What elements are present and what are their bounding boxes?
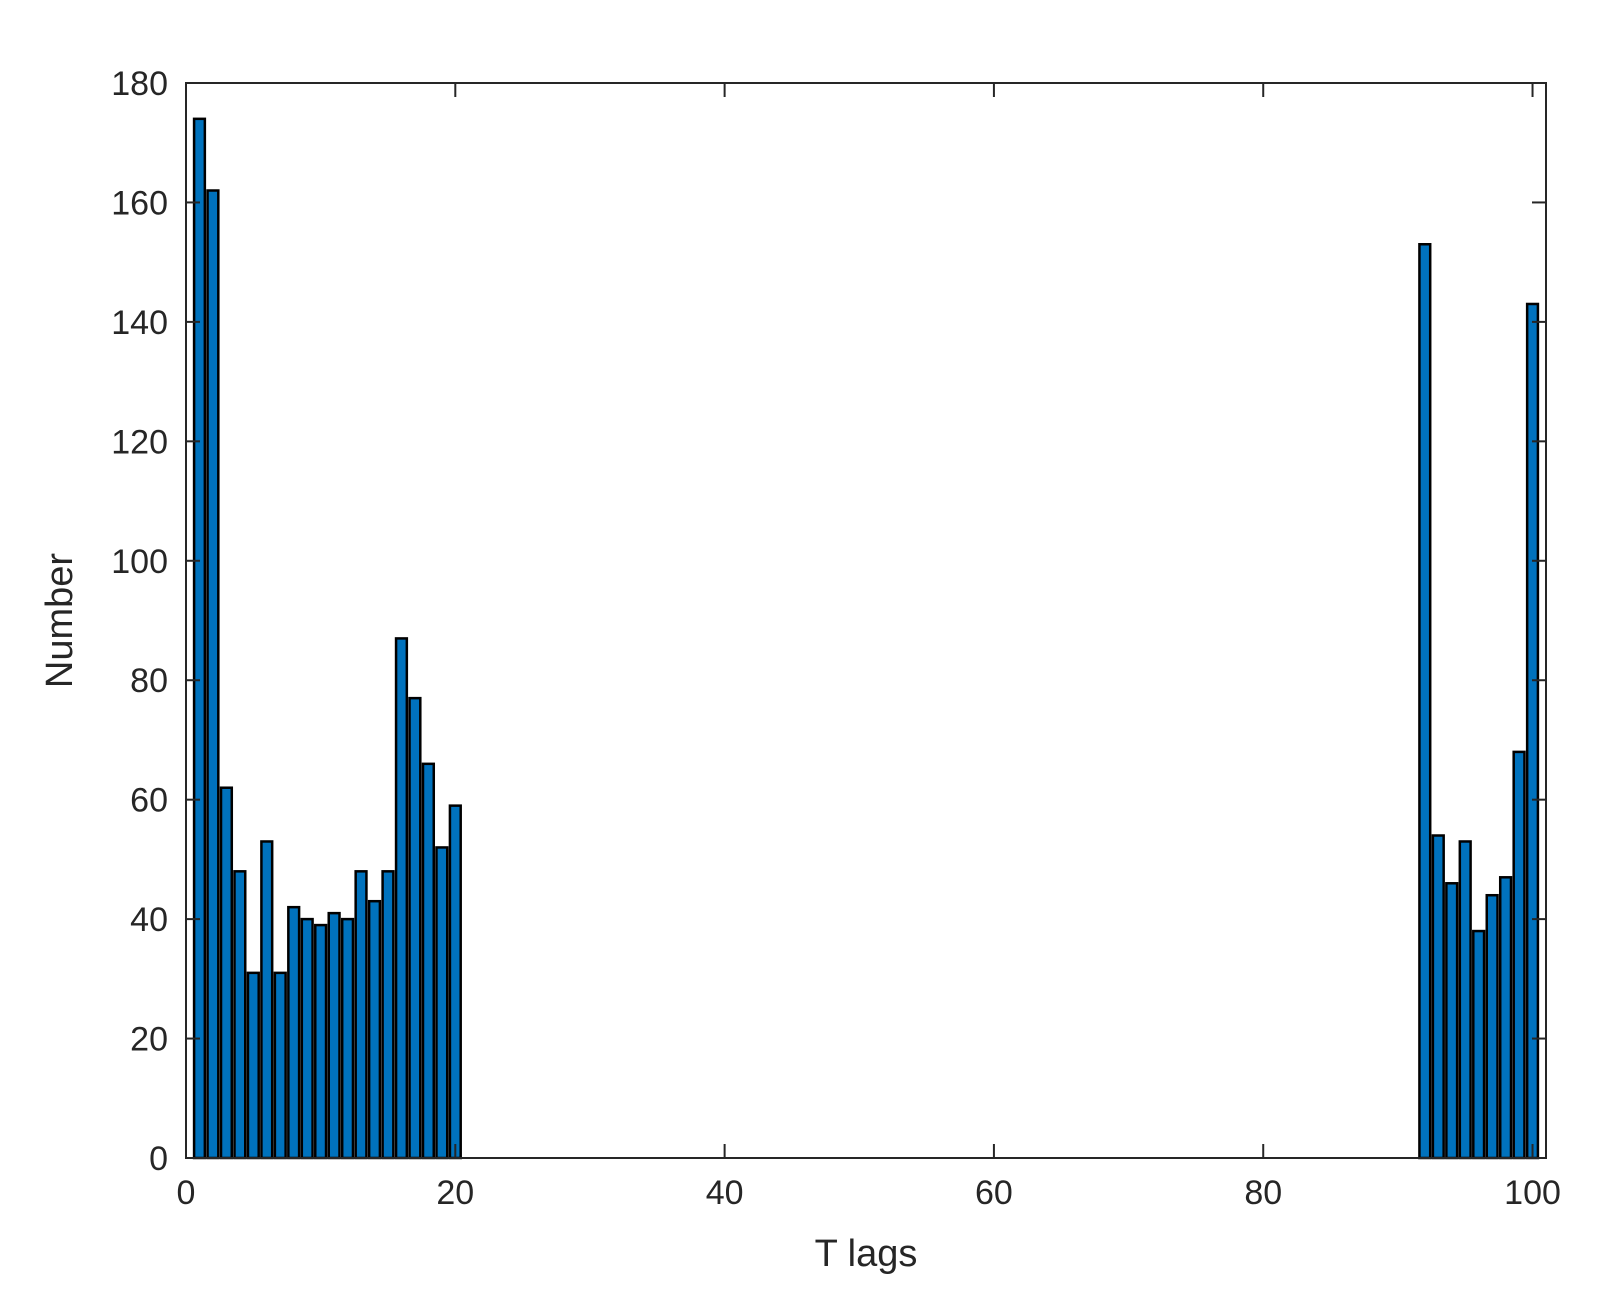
bar-6	[260, 840, 274, 1160]
bar-20	[448, 804, 462, 1160]
bar-3	[219, 786, 234, 1160]
bar-10	[314, 923, 328, 1160]
x-tick-label: 20	[436, 1174, 474, 1212]
bar-97	[1485, 893, 1499, 1160]
bar-13	[354, 870, 368, 1160]
y-tick-label: 180	[111, 65, 168, 103]
bar-93	[1431, 834, 1445, 1160]
x-tick-label: 100	[1504, 1174, 1561, 1212]
x-axis-label: T lags	[815, 1233, 918, 1275]
bar-7	[273, 971, 287, 1160]
y-tick-label: 100	[111, 543, 168, 581]
bar-12	[340, 917, 355, 1160]
bar-15	[381, 870, 395, 1160]
y-axis-label: Number	[39, 553, 81, 688]
tick-labels-group: 0 20 40 60 80 100 0 20 40 60 80 100 120 140 160 180	[111, 65, 1561, 1212]
bar-14	[367, 899, 382, 1160]
bar-98	[1498, 876, 1513, 1160]
axes-box	[185, 82, 1547, 1159]
x-tick-label: 40	[706, 1174, 744, 1212]
y-tick-label: 80	[130, 662, 168, 700]
bar-95	[1458, 840, 1472, 1160]
bar-9	[300, 917, 314, 1160]
bar-19	[435, 846, 449, 1160]
bar-2	[206, 189, 220, 1160]
bar-16	[394, 637, 409, 1160]
bar-5	[246, 971, 260, 1160]
bar-8	[287, 905, 301, 1160]
x-tick-label: 0	[177, 1174, 196, 1212]
y-tick-label: 120	[111, 423, 168, 461]
y-tick-label: 60	[130, 782, 168, 820]
bar-99	[1512, 750, 1526, 1160]
y-tick-label: 20	[130, 1021, 168, 1059]
y-tick-label: 0	[149, 1140, 168, 1178]
bar-94	[1445, 882, 1459, 1160]
bar-17	[408, 696, 422, 1160]
bar-18	[421, 762, 436, 1160]
bar-100	[1525, 302, 1540, 1160]
x-tick-label: 60	[975, 1174, 1013, 1212]
bar-96	[1472, 929, 1486, 1160]
x-tick-label: 80	[1244, 1174, 1282, 1212]
bar-11	[327, 911, 341, 1160]
bar-4	[233, 870, 247, 1160]
y-tick-label: 40	[130, 901, 168, 939]
y-tick-label: 160	[111, 184, 168, 222]
bar-1	[192, 117, 207, 1160]
y-tick-label: 140	[111, 304, 168, 342]
bar-92	[1418, 243, 1432, 1160]
